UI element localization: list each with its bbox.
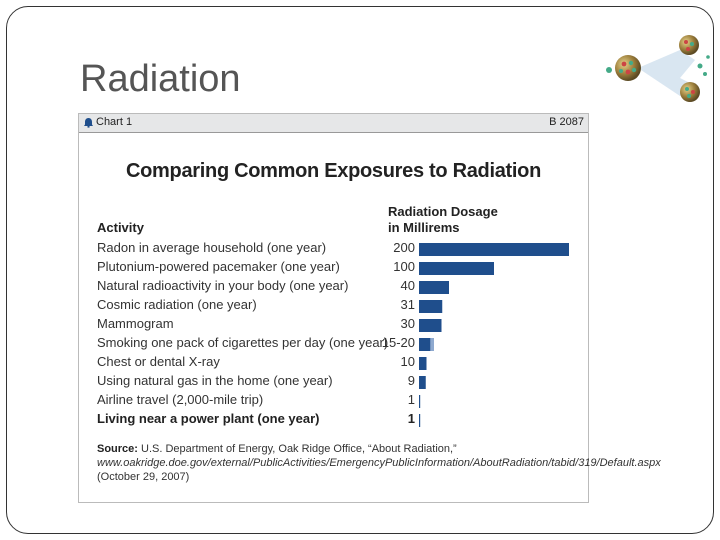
source-date: (October 29, 2007) <box>97 471 190 483</box>
dosage-header-line2: in Millirems <box>388 220 460 235</box>
source-text: U.S. Department of Energy, Oak Ridge Off… <box>141 443 457 455</box>
bar <box>419 376 426 389</box>
bar <box>419 281 449 294</box>
bar <box>419 395 421 408</box>
bell-icon <box>84 118 93 128</box>
bar <box>419 414 421 427</box>
activity-label: Radon in average household (one year) <box>97 240 327 255</box>
source-note: Source: U.S. Department of Energy, Oak R… <box>97 442 661 484</box>
activity-label: Mammogram <box>97 316 174 331</box>
bar <box>419 243 569 256</box>
slide-title: Radiation <box>80 58 241 100</box>
activity-label: Natural radioactivity in your body (one … <box>97 278 349 293</box>
chart-label: Chart 1 <box>96 116 133 128</box>
bar <box>419 319 442 332</box>
chart-panel: Chart 1 B 2087 Comparing Common Exposure… <box>78 113 661 503</box>
chart-title: Comparing Common Exposures to Radiation <box>126 160 541 182</box>
activity-label: Smoking one pack of cigarettes per day (… <box>97 335 389 350</box>
dosage-value-label: 31 <box>400 297 415 312</box>
chart-header: Chart 1 B 2087 <box>79 114 588 133</box>
bar <box>419 262 494 275</box>
activity-label: Cosmic radiation (one year) <box>97 297 257 312</box>
dosage-value-label: 200 <box>393 240 415 255</box>
activity-label: Plutonium-powered pacemaker (one year) <box>97 259 340 274</box>
activity-label: Using natural gas in the home (one year) <box>97 373 333 388</box>
activity-column-header: Activity <box>97 220 144 235</box>
activity-label: Airline travel (2,000-mile trip) <box>97 392 264 407</box>
source-label: Source: <box>97 443 138 455</box>
dosage-value-label: 40 <box>400 278 415 293</box>
source-url: www.oakridge.doe.gov/external/PublicActi… <box>97 457 661 469</box>
bar <box>419 357 427 370</box>
bar-plot <box>419 243 569 427</box>
dosage-value-label: 15-20 <box>381 335 415 350</box>
dosage-value-label: 1 <box>407 411 415 426</box>
dosage-value-label: 1 <box>407 392 415 407</box>
chart-code: B 2087 <box>549 116 584 128</box>
dosage-value-label: 10 <box>400 354 415 369</box>
activity-label: Chest or dental X-ray <box>97 354 220 369</box>
bar <box>419 300 443 313</box>
dosage-value-label: 30 <box>400 316 415 331</box>
bar-range-low <box>419 338 431 351</box>
atom-illustration <box>606 35 710 102</box>
activity-label: Living near a power plant (one year) <box>97 411 320 426</box>
dosage-header-line1: Radiation Dosage <box>388 204 498 219</box>
dosage-value-label: 9 <box>407 373 415 388</box>
dosage-column-header: Radiation Dosage in Millirems <box>388 204 498 236</box>
dosage-value-label: 100 <box>393 259 415 274</box>
